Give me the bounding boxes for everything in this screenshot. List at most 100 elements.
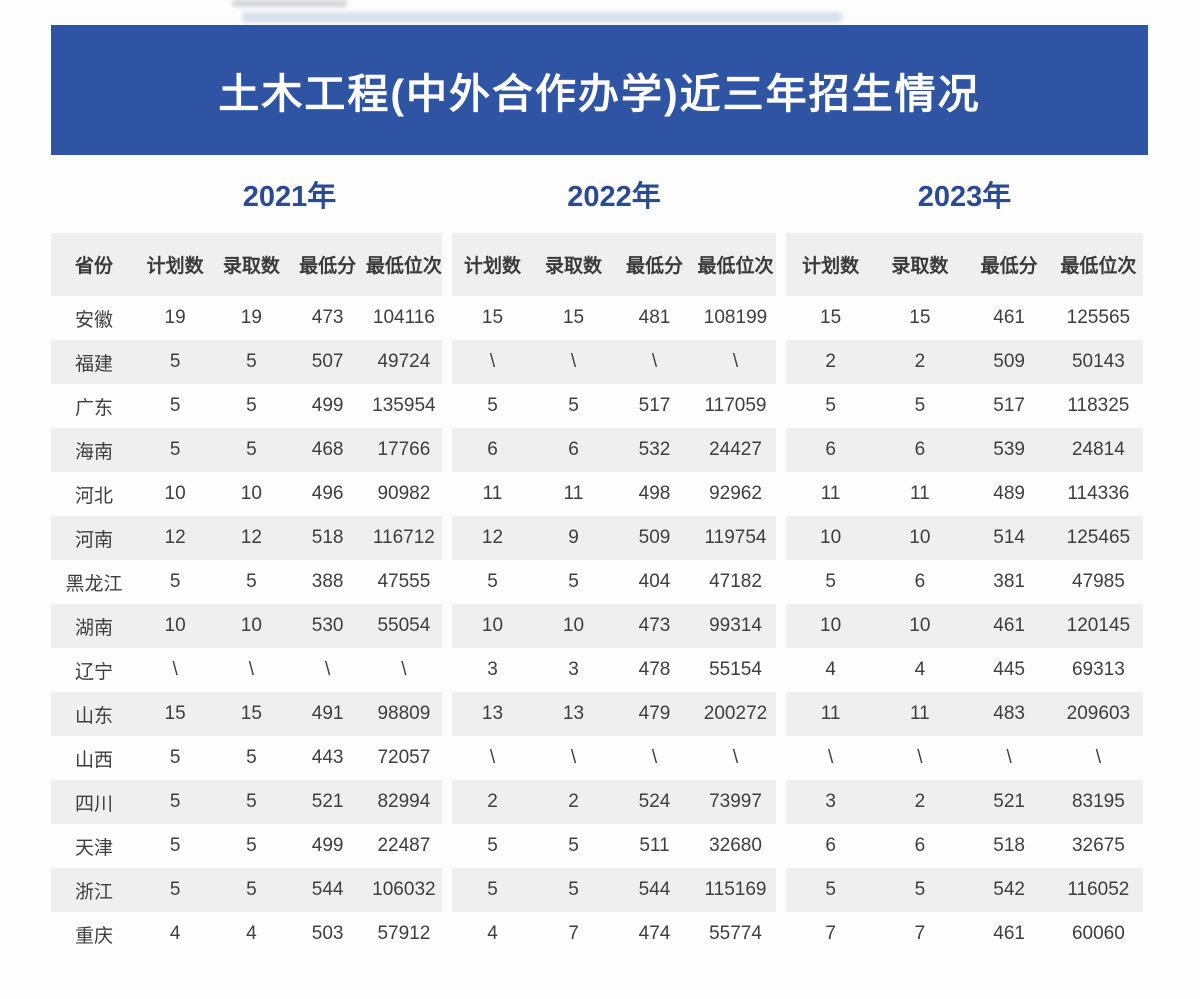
province-label: 河北 xyxy=(74,485,113,507)
cell-admitted: \ xyxy=(917,747,923,768)
cell-min-rank: 118325 xyxy=(1067,395,1130,416)
cell-min-rank: 72057 xyxy=(377,747,431,768)
cell-admitted: 2 xyxy=(914,351,926,372)
col-header-plan: 计划数 xyxy=(802,256,860,277)
cell-min-score: 507 xyxy=(311,351,344,372)
cell-min-score: 443 xyxy=(311,747,344,768)
table-row: 四川 5 5 521 82994 2 2 524 73997 3 2 521 83195 xyxy=(51,780,1143,824)
cell-admitted: 19 xyxy=(240,307,262,328)
section-gap xyxy=(442,155,452,233)
cell-admitted: 4 xyxy=(246,923,257,944)
cell-admitted: 5 xyxy=(246,571,257,592)
cell-min-rank: 60060 xyxy=(1071,923,1125,944)
blurred-text-artifact xyxy=(232,0,347,7)
section-gap xyxy=(442,780,452,824)
cell-admitted: 7 xyxy=(914,923,926,944)
row-section-2022: \ \ \ \ xyxy=(452,340,776,384)
cell-admitted: \ xyxy=(570,747,577,768)
cell-admitted: 5 xyxy=(246,439,257,460)
cell-admitted: 5 xyxy=(246,879,257,900)
col-header-plan: 计划数 xyxy=(463,256,521,277)
cell-plan: \ xyxy=(489,747,496,768)
row-section-2023: 7 7 461 60060 xyxy=(786,912,1143,956)
row-section-2023: 5 6 381 47985 xyxy=(786,560,1143,604)
cell-min-rank: 209603 xyxy=(1066,703,1131,724)
cell-min-score: 503 xyxy=(311,923,344,944)
cell-min-rank: \ xyxy=(732,351,739,372)
cell-min-score: 461 xyxy=(993,923,1025,944)
section-gap xyxy=(776,692,786,736)
table-row: 安徽 19 19 473 104116 15 15 481 108199 15 15 461 12556… xyxy=(51,296,1143,340)
row-section-2022: 3 3 478 55154 xyxy=(452,648,776,692)
cell-min-rank: 47555 xyxy=(377,571,431,592)
cell-plan: 12 xyxy=(164,527,186,548)
table-row: 广东 5 5 499 135954 5 5 517 117059 5 5 517 118325 xyxy=(51,384,1143,428)
cell-min-rank: 22487 xyxy=(377,835,431,856)
row-section-2023: 6 6 518 32675 xyxy=(786,824,1143,868)
province-label: 浙江 xyxy=(74,881,113,903)
col-header-admitted: 录取数 xyxy=(891,256,949,277)
section-gap xyxy=(442,384,452,428)
section-gap xyxy=(442,868,452,912)
cell-plan: 6 xyxy=(825,835,836,856)
section-gap xyxy=(442,428,452,472)
cell-min-score: 481 xyxy=(638,307,671,328)
section-gap xyxy=(442,560,452,604)
cell-plan: 5 xyxy=(487,395,498,416)
section-gap xyxy=(776,604,786,648)
cell-admitted: 5 xyxy=(568,879,579,900)
year-2022-label: 2022年 xyxy=(567,181,661,213)
row-section-2022: 10 10 473 99314 xyxy=(452,604,776,648)
cell-min-score: 498 xyxy=(638,483,671,504)
section-gap xyxy=(442,604,452,648)
cell-min-rank: 55054 xyxy=(377,615,431,636)
cell-admitted: \ xyxy=(248,659,255,680)
cell-min-score: 511 xyxy=(639,835,670,856)
cell-plan: 5 xyxy=(825,571,836,592)
cell-min-rank: 24814 xyxy=(1071,439,1125,460)
section-gap xyxy=(776,384,786,428)
col-header-min-rank: 最低位次 xyxy=(365,256,442,277)
table-header-row: 省份 计划数 录取数 最低分 最低位次 计划数 录取数 最低分 最低位次 计划数… xyxy=(51,233,1143,296)
year-section-2021: 2021年 xyxy=(51,155,442,233)
cell-min-score: 517 xyxy=(638,395,671,416)
year-section-2022: 2022年 xyxy=(452,155,776,233)
section-gap xyxy=(442,648,452,692)
section-gap xyxy=(442,233,452,296)
cell-min-score: 509 xyxy=(993,351,1025,372)
table-row: 浙江 5 5 544 106032 5 5 544 115169 5 5 542 116052 xyxy=(51,868,1143,912)
cell-admitted: 6 xyxy=(914,571,926,592)
cell-admitted: 5 xyxy=(914,395,926,416)
cell-min-rank: \ xyxy=(732,747,739,768)
row-section-2022: 5 5 517 117059 xyxy=(452,384,776,428)
row-section-2023: 5 5 517 118325 xyxy=(786,384,1143,428)
cell-plan: 13 xyxy=(481,703,504,724)
province-label: 重庆 xyxy=(74,925,113,947)
table-row: 辽宁 \ \ \ \ 3 3 478 55154 4 4 445 69313 xyxy=(51,648,1143,692)
row-section-2023: 11 11 483 209603 xyxy=(786,692,1143,736)
section-gap xyxy=(776,560,786,604)
section-gap xyxy=(776,233,786,296)
cell-plan: 5 xyxy=(169,835,181,856)
cell-admitted: 3 xyxy=(568,659,579,680)
row-section-2022: 5 5 511 32680 xyxy=(452,824,776,868)
col-header-province: 省份 xyxy=(74,256,113,277)
row-section-2021: 湖南 10 10 530 55054 xyxy=(51,604,442,648)
section-gap xyxy=(442,472,452,516)
section-gap xyxy=(776,155,786,233)
cell-admitted: 5 xyxy=(246,351,257,372)
table-row: 海南 5 5 468 17766 6 6 532 24427 6 6 539 24814 xyxy=(51,428,1143,472)
section-gap xyxy=(776,824,786,868)
cell-min-score: 524 xyxy=(638,791,671,812)
cell-min-score: 381 xyxy=(993,571,1025,592)
col-header-admitted: 录取数 xyxy=(222,256,280,277)
cell-plan: 2 xyxy=(487,791,498,812)
cell-plan: 10 xyxy=(481,615,504,636)
cell-admitted: 2 xyxy=(568,791,579,812)
cell-min-rank: 106032 xyxy=(372,879,436,900)
admissions-table: 省份 计划数 录取数 最低分 最低位次 计划数 录取数 最低分 最低位次 计划数… xyxy=(51,233,1143,956)
title-banner: 土木工程(中外合作办学)近三年招生情况 xyxy=(51,25,1148,155)
cell-admitted: 5 xyxy=(568,835,579,856)
section-gap xyxy=(776,516,786,560)
cell-min-score: 474 xyxy=(638,923,671,944)
